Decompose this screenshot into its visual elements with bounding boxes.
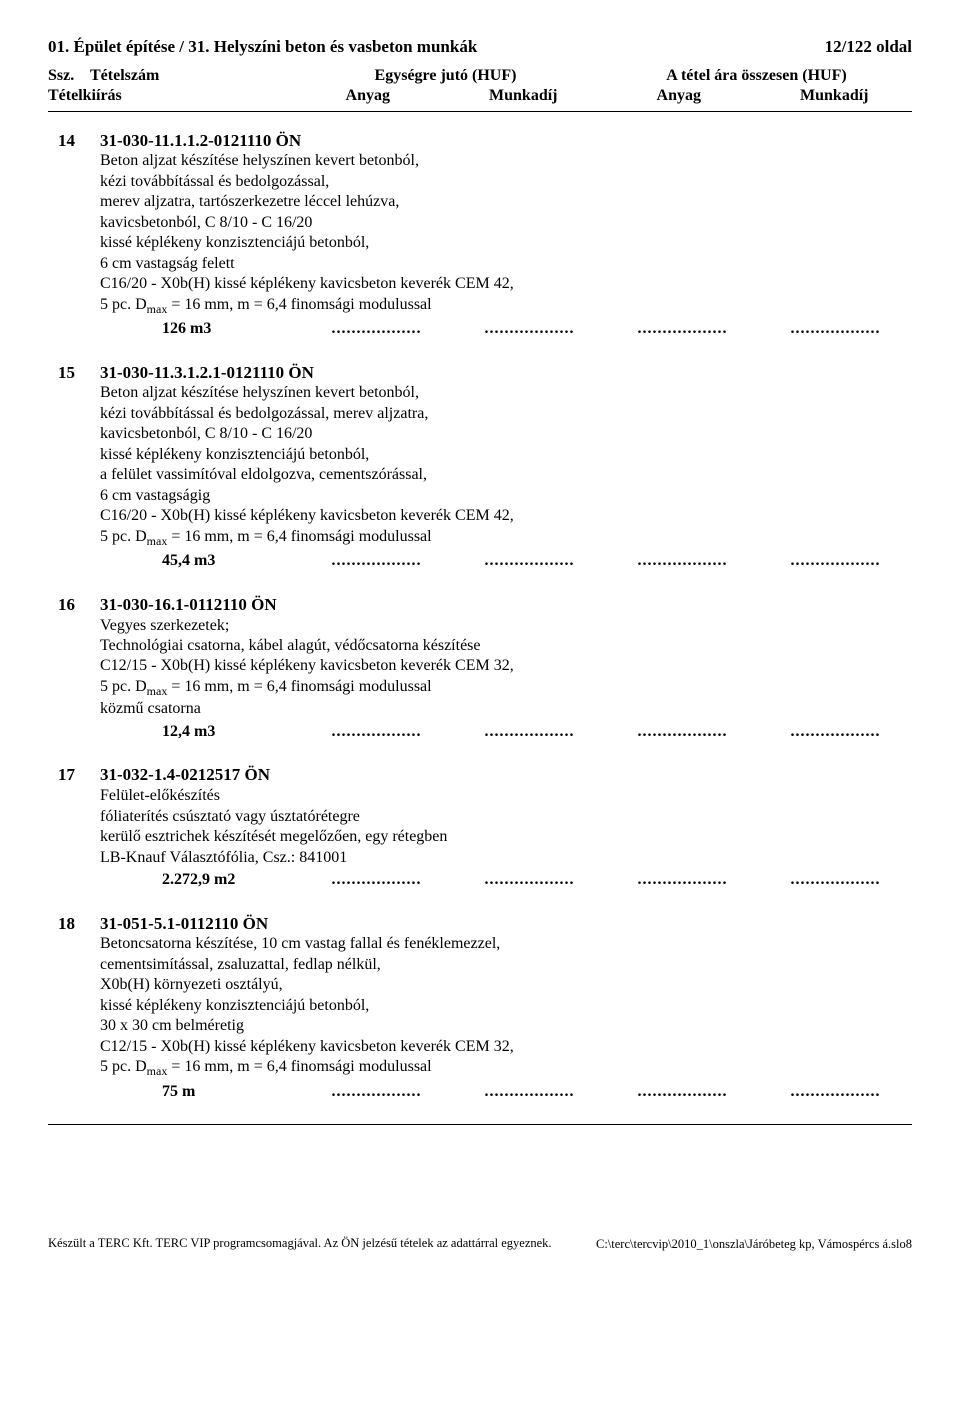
col-unit-header: Egységre jutó (HUF) — [290, 66, 601, 86]
col-desc: Tételkiírás — [48, 86, 290, 106]
item-line: 6 cm vastagságig — [100, 486, 912, 506]
item-line: kézi továbbítással és bedolgozással, mer… — [100, 404, 912, 424]
item-qty: 2.272,9 m2 — [100, 870, 300, 890]
item-price-placeholder: .................. — [759, 722, 912, 742]
item-line: Beton aljzat készítése helyszínen kevert… — [100, 151, 912, 171]
item-price-placeholder: .................. — [759, 1082, 912, 1102]
column-header-row2: Tételkiírás Anyag Munkadíj Anyag Munkadí… — [48, 86, 912, 106]
item-line: fóliaterítés csúsztató vagy úsztatóréteg… — [100, 807, 912, 827]
item-line: kissé képlékeny konzisztenciájú betonból… — [100, 233, 912, 253]
cost-item: 1631-030-16.1-0112110 ÖNVegyes szerkezet… — [58, 594, 912, 743]
column-header-row1: Ssz. Tételszám Egységre jutó (HUF) A tét… — [48, 66, 912, 86]
item-price-placeholder: .................. — [759, 319, 912, 339]
item-price-placeholder: .................. — [453, 722, 606, 742]
item-line: C16/20 - X0b(H) kissé képlékeny kavicsbe… — [100, 274, 912, 294]
item-line: 5 pc. Dmax = 16 mm, m = 6,4 finomsági mo… — [100, 527, 912, 550]
item-code: 31-051-5.1-0112110 ÖN — [100, 913, 912, 935]
item-body: 31-030-16.1-0112110 ÖNVegyes szerkezetek… — [100, 594, 912, 743]
item-price-placeholder: .................. — [300, 870, 453, 890]
item-price-placeholder: .................. — [300, 722, 453, 742]
item-number: 15 — [58, 362, 100, 572]
item-code: 31-032-1.4-0212517 ÖN — [100, 764, 912, 786]
item-qty-row: 45,4 m3.................................… — [100, 551, 912, 571]
item-code: 31-030-11.3.1.2.1-0121110 ÖN — [100, 362, 912, 384]
item-line: C12/15 - X0b(H) kissé képlékeny kavicsbe… — [100, 1037, 912, 1057]
col-munkadij-1: Munkadíj — [446, 86, 602, 106]
item-line: LB-Knauf Választófólia, Csz.: 841001 — [100, 848, 912, 868]
item-line: közmű csatorna — [100, 699, 912, 719]
item-line: Betoncsatorna készítése, 10 cm vastag fa… — [100, 934, 912, 954]
cost-item: 1531-030-11.3.1.2.1-0121110 ÖNBeton aljz… — [58, 362, 912, 572]
col-anyag-2: Anyag — [601, 86, 757, 106]
item-qty: 75 m — [100, 1082, 300, 1102]
item-number: 14 — [58, 130, 100, 340]
item-line: X0b(H) környezeti osztályú, — [100, 975, 912, 995]
item-price-placeholder: .................. — [300, 551, 453, 571]
col-total-header: A tétel ára összesen (HUF) — [601, 66, 912, 86]
item-body: 31-030-11.3.1.2.1-0121110 ÖNBeton aljzat… — [100, 362, 912, 572]
header-rule — [48, 111, 912, 112]
item-line: C12/15 - X0b(H) kissé képlékeny kavicsbe… — [100, 656, 912, 676]
item-price-placeholder: .................. — [759, 870, 912, 890]
item-line: kavicsbetonból, C 8/10 - C 16/20 — [100, 424, 912, 444]
item-price-placeholder: .................. — [759, 551, 912, 571]
item-code: 31-030-11.1.1.2-0121110 ÖN — [100, 130, 912, 152]
item-line: kissé képlékeny konzisztenciájú betonból… — [100, 445, 912, 465]
item-line: 30 x 30 cm belméretig — [100, 1016, 912, 1036]
col-anyag-1: Anyag — [290, 86, 446, 106]
cost-item: 1831-051-5.1-0112110 ÖNBetoncsatorna kés… — [58, 913, 912, 1103]
col-tetelszam: Tételszám — [90, 66, 290, 86]
page-header: 01. Épület építése / 31. Helyszíni beton… — [48, 36, 912, 58]
item-line: Felület-előkészítés — [100, 786, 912, 806]
item-qty-row: 75 m....................................… — [100, 1082, 912, 1102]
item-price-placeholder: .................. — [606, 319, 759, 339]
item-line: kézi továbbítással és bedolgozással, — [100, 172, 912, 192]
item-line: Vegyes szerkezetek; — [100, 616, 912, 636]
item-line: 5 pc. Dmax = 16 mm, m = 6,4 finomsági mo… — [100, 677, 912, 700]
item-price-placeholder: .................. — [606, 551, 759, 571]
col-munkadij-2: Munkadíj — [757, 86, 913, 106]
item-qty-row: 2.272,9 m2..............................… — [100, 870, 912, 890]
item-line: Technológiai csatorna, kábel alagút, véd… — [100, 636, 912, 656]
item-line: cementsimítással, zsaluzattal, fedlap né… — [100, 955, 912, 975]
item-price-placeholder: .................. — [606, 722, 759, 742]
item-line: kavicsbetonból, C 8/10 - C 16/20 — [100, 213, 912, 233]
item-line: C16/20 - X0b(H) kissé képlékeny kavicsbe… — [100, 506, 912, 526]
item-number: 18 — [58, 913, 100, 1103]
item-number: 16 — [58, 594, 100, 743]
item-line: 5 pc. Dmax = 16 mm, m = 6,4 finomsági mo… — [100, 295, 912, 318]
item-price-placeholder: .................. — [453, 1082, 606, 1102]
item-price-placeholder: .................. — [453, 870, 606, 890]
page-footer: Készült a TERC Kft. TERC VIP programcsom… — [48, 1235, 912, 1252]
header-right: 12/122 oldal — [825, 36, 912, 58]
item-price-placeholder: .................. — [606, 870, 759, 890]
item-qty: 12,4 m3 — [100, 722, 300, 742]
item-body: 31-030-11.1.1.2-0121110 ÖNBeton aljzat k… — [100, 130, 912, 340]
item-body: 31-051-5.1-0112110 ÖNBetoncsatorna készí… — [100, 913, 912, 1103]
item-line: kerülő esztrichek készítését megelőzően,… — [100, 827, 912, 847]
item-qty-row: 12,4 m3.................................… — [100, 722, 912, 742]
footer-rule — [48, 1124, 912, 1125]
cost-item: 1431-030-11.1.1.2-0121110 ÖNBeton aljzat… — [58, 130, 912, 340]
item-line: kissé képlékeny konzisztenciájú betonból… — [100, 996, 912, 1016]
item-line: Beton aljzat készítése helyszínen kevert… — [100, 383, 912, 403]
col-ssz: Ssz. — [48, 66, 90, 86]
item-qty: 126 m3 — [100, 319, 300, 339]
item-number: 17 — [58, 764, 100, 890]
item-qty-row: 126 m3..................................… — [100, 319, 912, 339]
item-qty: 45,4 m3 — [100, 551, 300, 571]
item-line: 5 pc. Dmax = 16 mm, m = 6,4 finomsági mo… — [100, 1057, 912, 1080]
item-line: a felület vassimítóval eldolgozva, cemen… — [100, 465, 912, 485]
item-price-placeholder: .................. — [453, 551, 606, 571]
item-line: 6 cm vastagság felett — [100, 254, 912, 274]
cost-item: 1731-032-1.4-0212517 ÖNFelület-előkészít… — [58, 764, 912, 890]
item-price-placeholder: .................. — [453, 319, 606, 339]
item-price-placeholder: .................. — [300, 1082, 453, 1102]
item-price-placeholder: .................. — [300, 319, 453, 339]
item-body: 31-032-1.4-0212517 ÖNFelület-előkészítés… — [100, 764, 912, 890]
item-line: merev aljzatra, tartószerkezetre léccel … — [100, 192, 912, 212]
item-price-placeholder: .................. — [606, 1082, 759, 1102]
item-code: 31-030-16.1-0112110 ÖN — [100, 594, 912, 616]
header-left: 01. Épület építése / 31. Helyszíni beton… — [48, 36, 477, 58]
